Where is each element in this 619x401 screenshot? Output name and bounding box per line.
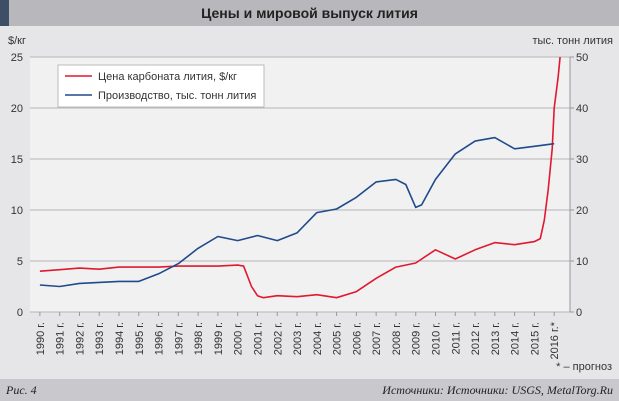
y2-tick-label: 10	[576, 256, 588, 268]
x-tick-label: 2003 г.	[292, 322, 304, 355]
y-tick-label: 15	[11, 154, 23, 166]
x-tick-label: 1997 г.	[173, 322, 185, 355]
x-tick-label: 2008 г.	[391, 322, 403, 355]
x-tick-label: 2015 г.	[529, 322, 541, 355]
x-tick-label: 2000 г.	[233, 322, 245, 355]
x-tick-label: 1998 г.	[193, 322, 205, 355]
x-tick-label: 2007 г.	[371, 322, 383, 355]
legend: Цена карбоната лития, $/кг Производство,…	[57, 64, 265, 108]
legend-label-production: Производство, тыс. тонн лития	[98, 90, 256, 102]
x-tick-label: 2002 г.	[272, 322, 284, 355]
legend-label-price: Цена карбоната лития, $/кг	[98, 71, 237, 83]
y2-axis-label: тыс. тонн лития	[533, 35, 614, 47]
price-line	[39, 56, 561, 299]
y-tick-label: 20	[11, 103, 23, 115]
x-tick-label: 2013 г.	[490, 322, 502, 355]
x-tick-label: 1990 г.	[35, 322, 47, 355]
figure-number: Рис. 4	[6, 383, 37, 397]
y2-tick-label: 40	[576, 103, 588, 115]
y-tick-label: 25	[11, 52, 23, 64]
x-tick-label: 2010 г.	[430, 322, 442, 355]
forecast-note: * – прогноз	[556, 361, 612, 373]
x-tick-label: 1991 г.	[55, 322, 67, 355]
title-accent	[0, 0, 9, 26]
x-tick-label: 1995 г.	[134, 322, 146, 355]
x-tick-label: 1993 г.	[94, 322, 106, 355]
title-bar: Цены и мировой выпуск лития	[0, 0, 619, 26]
x-tick-label: 1996 г.	[154, 322, 166, 355]
y-axis-label: $/кг	[8, 35, 26, 47]
x-tick-label: 1992 г.	[74, 322, 86, 355]
x-tick-label: 2005 г.	[332, 322, 344, 355]
x-tick-label: 2006 г.	[351, 322, 363, 355]
x-tick-label: 2012 г.	[470, 322, 482, 355]
x-tick-label: 2016 г.*	[549, 321, 561, 359]
y2-tick-label: 0	[576, 307, 582, 319]
x-tick-label: 2014 г.	[510, 322, 522, 355]
y-tick-label: 10	[11, 205, 23, 217]
y2-tick-label: 50	[576, 52, 588, 64]
x-tick-label: 2004 г.	[312, 322, 324, 355]
chart: $/кг тыс. тонн лития 0 5 10 15 20 25 0 10 20 30 40…	[8, 35, 614, 373]
y2-tick-label: 20	[576, 205, 588, 217]
y2-tick-label: 30	[576, 154, 588, 166]
sources: Источники: Источники: USGS, MetalTorg.Ru	[382, 383, 613, 397]
production-line	[39, 136, 555, 288]
chart-title: Цены и мировой выпуск лития	[201, 5, 418, 21]
x-tick-label: 1999 г.	[213, 322, 225, 355]
x-tick-label: 2009 г.	[411, 322, 423, 355]
x-tick-label: 2011 г.	[450, 322, 462, 354]
x-tick-label: 1994 г.	[114, 322, 126, 355]
x-tick-label: 2001 г.	[252, 322, 264, 355]
y-tick-label: 5	[17, 256, 23, 268]
y-tick-label: 0	[17, 307, 23, 319]
footer: Рис. 4 Источники: Источники: USGS, Metal…	[0, 379, 619, 401]
